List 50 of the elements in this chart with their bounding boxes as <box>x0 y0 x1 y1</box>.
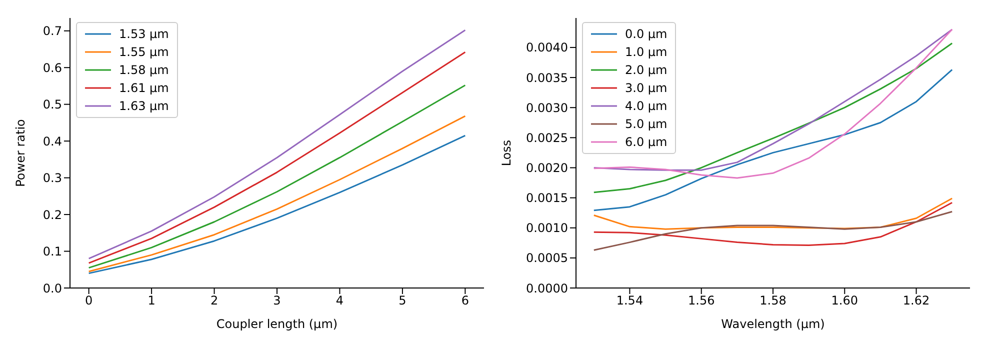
legend-label: 1.63 µm <box>119 98 169 115</box>
y-tick-label: 0.7 <box>42 24 62 38</box>
y-tick-label: 0.0025 <box>526 130 568 145</box>
x-tick-label: 1.58 <box>760 294 786 308</box>
x-tick-label: 1.60 <box>831 294 858 308</box>
x-tick-label: 2 <box>210 294 218 308</box>
y-tick-label: 0.5 <box>42 98 62 112</box>
y-tick-label: 0.2 <box>42 208 62 222</box>
legend-label: 2.0 µm <box>625 62 668 79</box>
x-tick-label: 6 <box>461 294 469 308</box>
y-tick-label: 0.4 <box>42 134 62 148</box>
x-tick-label: 4 <box>336 294 344 308</box>
line-series <box>593 210 953 251</box>
y-tick-label: 0.0 <box>42 281 62 296</box>
x-tick-label: 1.62 <box>902 294 930 308</box>
legend-label: 3.0 µm <box>625 80 668 97</box>
legend-label: 0.0 µm <box>625 26 668 43</box>
y-tick-label: 0.3 <box>42 171 62 186</box>
x-tick-label: 3 <box>273 294 281 308</box>
y-tick-label: 0.0035 <box>526 70 568 85</box>
x-tick-label: 1.54 <box>616 294 644 308</box>
legend-label: 1.0 µm <box>625 44 668 61</box>
legend-label: 1.58 µm <box>119 62 169 79</box>
legend-label: 1.53 µm <box>119 26 169 43</box>
line-series <box>593 198 953 230</box>
x-tick-label: 1 <box>148 294 156 308</box>
y-tick-label: 0.1 <box>42 244 62 259</box>
x-axis-title: Wavelength (µm) <box>721 317 825 331</box>
y-tick-label: 0.6 <box>42 60 62 75</box>
legend-label: 1.55 µm <box>119 44 169 61</box>
y-tick-label: 0.0000 <box>526 281 568 296</box>
y-axis-title: Power ratio <box>13 119 28 187</box>
y-tick-label: 0.0020 <box>526 160 568 175</box>
y-axis-title: Loss <box>499 140 514 166</box>
legend-label: 5.0 µm <box>625 116 668 133</box>
legend-label: 4.0 µm <box>625 98 668 115</box>
line-series <box>593 42 953 194</box>
y-tick-label: 0.0010 <box>526 221 568 236</box>
y-tick-label: 0.0015 <box>526 191 568 206</box>
x-axis-title: Coupler length (µm) <box>216 317 338 331</box>
y-tick-label: 0.0005 <box>526 251 568 266</box>
x-tick-label: 1.56 <box>688 294 715 308</box>
line-series <box>593 202 953 246</box>
y-tick-label: 0.0030 <box>526 100 568 115</box>
y-tick-label: 0.0040 <box>526 40 568 55</box>
legend-label: 1.61 µm <box>119 80 169 97</box>
x-tick-label: 5 <box>398 294 406 308</box>
x-tick-label: 0 <box>85 294 93 308</box>
line-series <box>88 84 466 269</box>
legend-label: 6.0 µm <box>625 134 668 151</box>
